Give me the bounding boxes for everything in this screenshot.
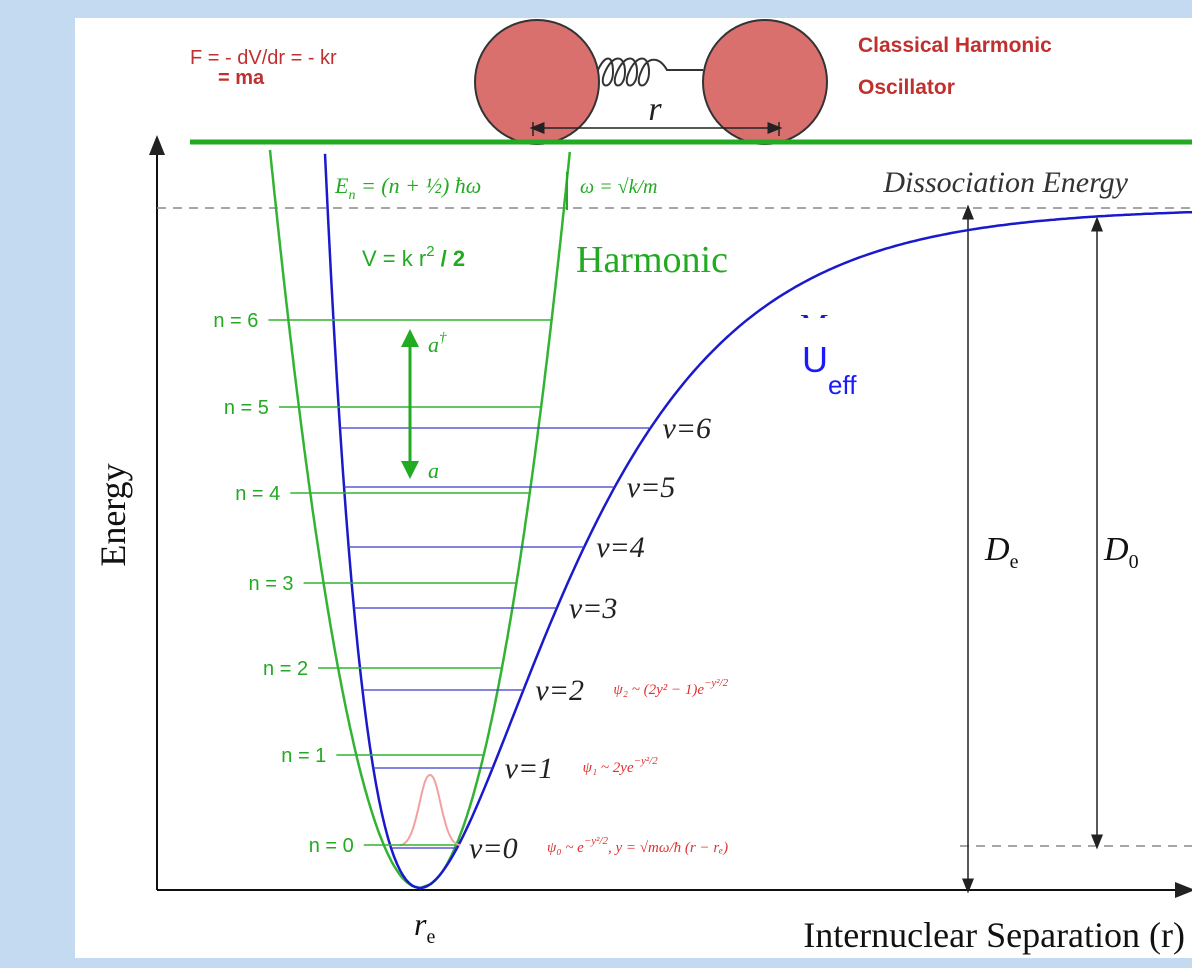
- formula-sub: n: [348, 188, 355, 203]
- potential-formula: V = k r2 / 2: [362, 243, 465, 271]
- morse-potential: [323, 153, 1192, 890]
- formula-sup: 2: [426, 243, 434, 260]
- d0-sub: 0: [1129, 551, 1139, 573]
- omega-formula: ω = √k/m: [580, 176, 657, 198]
- harmonic-level-label: n = 1: [281, 745, 326, 767]
- re-label: re: [414, 906, 435, 948]
- morse-level-label: v=2: [535, 674, 584, 707]
- harmonic-label: Harmonic: [576, 239, 728, 281]
- ueff-base: U: [802, 339, 828, 380]
- atom: [702, 19, 828, 145]
- formula-rest: = (n + ½) ħω: [355, 173, 481, 198]
- wavefunction: ψ₁ ~ 2ye−y²/2: [583, 755, 659, 776]
- wavefunction-base: ψ₀ ~ e: [547, 840, 584, 856]
- morse-level-label: v=1: [505, 752, 554, 785]
- wavefunction-sup: −y²/2: [704, 677, 729, 689]
- d0-label: D0: [1103, 531, 1139, 573]
- morse-level-label: v=4: [596, 531, 645, 564]
- harmonic-level-label: n = 5: [224, 397, 269, 419]
- wavefunction: ψ₂ ~ (2y² − 1)e−y²/2: [613, 677, 728, 698]
- levels: n = 0 n = 1 n = 2 n = 3 n = 4 n = 5 n = 6 v=0 ψ₀…: [213, 310, 728, 865]
- ground-wavefunction: [399, 773, 461, 846]
- formula-base: V = k r: [362, 246, 426, 271]
- morse-level-label: v=3: [569, 592, 618, 625]
- harmonic-level-label: n = 6: [213, 310, 258, 332]
- harmonic-level-label: n = 3: [249, 573, 294, 595]
- separation-label: r: [648, 91, 662, 128]
- lower-label: a: [428, 458, 439, 483]
- ueff-sub: eff: [828, 370, 857, 400]
- raise-label: a†: [428, 330, 447, 357]
- de-label: De: [984, 531, 1019, 573]
- y-axis-title: Energy: [93, 463, 133, 566]
- force-law: F = - dV/dr = - kr: [190, 47, 337, 69]
- atom: [474, 19, 600, 145]
- x-axis-title: Internuclear Separation (r): [803, 915, 1185, 955]
- title: Classical Harmonic: [858, 34, 1052, 57]
- d0-base: D: [1103, 531, 1129, 568]
- raise-sup: †: [439, 330, 447, 346]
- wavefunction-base: ψ₁ ~ 2ye: [583, 760, 634, 776]
- wavefunction: ψ₀ ~ e−y²/2, y = √mω/ħ (r − rₑ): [547, 835, 728, 856]
- wavefunction-sup: −y²/2: [584, 835, 609, 847]
- wavefunction-rest: , y = √mω/ħ (r − rₑ): [608, 840, 728, 856]
- morse-level-label: v=0: [469, 832, 518, 865]
- harmonic-level-label: n = 0: [309, 835, 354, 857]
- re-base: r: [414, 906, 427, 942]
- formula-base: E: [334, 173, 349, 198]
- de-base: D: [984, 531, 1010, 568]
- morse-label: Morse: [800, 307, 882, 343]
- formula-rest: / 2: [435, 246, 466, 271]
- de-sub: e: [1010, 551, 1019, 573]
- wavefunction-sup: −y²/2: [634, 755, 659, 767]
- spring: [596, 57, 703, 87]
- energy-formula: En = (n + ½) ħω: [334, 173, 481, 203]
- harmonic-level-label: n = 4: [235, 483, 280, 505]
- panel: [75, 18, 1192, 958]
- dissociation-label: Dissociation Energy: [882, 166, 1128, 199]
- title: Oscillator: [858, 76, 955, 99]
- wavefunction-base: ψ₂ ~ (2y² − 1)e: [613, 682, 704, 698]
- morse-level-label: v=5: [627, 471, 676, 504]
- harmonic-level-label: n = 2: [263, 658, 308, 680]
- morse-level-label: v=6: [662, 412, 711, 445]
- force-law: = ma: [218, 67, 265, 89]
- ueff-label: Ueff: [802, 339, 857, 400]
- raise-base: a: [428, 332, 439, 357]
- re-sub: e: [426, 926, 435, 948]
